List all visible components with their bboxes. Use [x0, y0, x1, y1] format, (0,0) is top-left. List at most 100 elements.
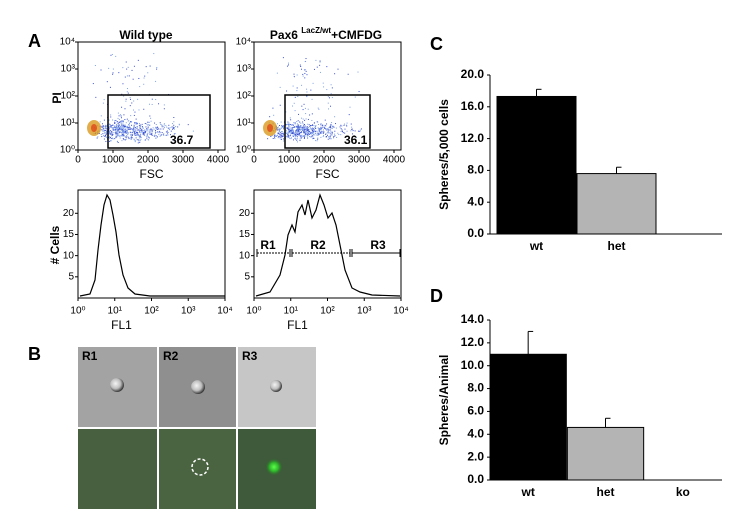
- event-dot: [166, 134, 168, 136]
- event-dot: [138, 135, 140, 137]
- event-dot: [171, 126, 173, 128]
- event-dot: [293, 126, 295, 128]
- event-dot: [311, 124, 313, 126]
- event-dot: [293, 130, 295, 132]
- event-dot: [301, 105, 303, 107]
- event-dot: [135, 118, 137, 120]
- y-tick-label: 10⁴: [236, 37, 251, 48]
- event-dot: [301, 128, 303, 130]
- event-dot: [334, 135, 336, 137]
- event-dot: [138, 140, 140, 142]
- event-dot: [321, 130, 323, 132]
- event-dot: [303, 134, 305, 136]
- event-dot: [155, 137, 157, 139]
- event-dot: [155, 131, 157, 133]
- event-dot: [340, 130, 342, 132]
- event-dot: [131, 69, 133, 71]
- event-dot: [128, 120, 130, 122]
- event-dot: [121, 124, 123, 126]
- event-dot: [295, 133, 297, 135]
- event-dot: [274, 134, 276, 136]
- y-axis-label: Spheres/5,000 cells: [437, 99, 451, 210]
- event-dot: [155, 124, 157, 126]
- y-tick-label: 10: [63, 250, 75, 261]
- y-tick-label: 0.0: [467, 472, 484, 486]
- event-dot: [123, 121, 125, 123]
- event-dot: [288, 128, 290, 130]
- event-dot: [303, 130, 305, 132]
- event-dot: [144, 132, 146, 134]
- event-dot: [121, 127, 123, 129]
- event-dot: [309, 133, 311, 135]
- event-dot: [145, 135, 147, 137]
- event-dot: [128, 125, 130, 127]
- event-dot: [158, 128, 160, 130]
- event-dot: [288, 135, 290, 137]
- event-dot: [117, 126, 119, 128]
- event-dot: [116, 134, 118, 136]
- event-dot: [117, 123, 119, 125]
- event-dot: [300, 137, 302, 139]
- event-dot: [296, 74, 298, 76]
- gate-value: 36.7: [170, 133, 194, 147]
- event-dot: [313, 122, 315, 124]
- event-dot: [126, 88, 128, 90]
- event-dot: [124, 119, 126, 121]
- event-dot: [100, 125, 102, 127]
- event-dot: [115, 126, 117, 128]
- event-dot: [105, 129, 107, 131]
- event-dot: [158, 134, 160, 136]
- event-dot: [282, 126, 284, 128]
- event-dot: [143, 108, 145, 110]
- event-dot: [323, 129, 325, 131]
- x-tick-label: het: [608, 239, 626, 253]
- event-dot: [297, 130, 299, 132]
- event-dot: [122, 123, 124, 125]
- x-axis-label: FL1: [287, 318, 308, 332]
- event-dot: [126, 135, 128, 137]
- event-dot: [289, 123, 291, 125]
- event-dot: [105, 131, 107, 133]
- event-dot: [299, 128, 301, 130]
- event-dot: [127, 127, 129, 129]
- plot-frame: [77, 189, 226, 299]
- event-dot: [325, 133, 327, 135]
- y-tick-label: 15: [239, 229, 251, 240]
- event-dot: [293, 124, 295, 126]
- event-dot: [277, 133, 279, 135]
- event-dot: [331, 131, 333, 133]
- event-dot: [94, 65, 96, 67]
- event-dot: [298, 113, 300, 115]
- event-dot: [311, 131, 313, 133]
- event-dot: [301, 136, 303, 138]
- event-dot: [322, 132, 324, 134]
- event-dot: [118, 118, 120, 120]
- event-dot: [141, 129, 143, 131]
- event-dot: [319, 133, 321, 135]
- event-dot: [113, 127, 115, 129]
- event-dot: [295, 136, 297, 138]
- event-dot: [317, 134, 319, 136]
- event-dot: [139, 86, 141, 88]
- event-dot: [108, 132, 110, 134]
- event-dot: [285, 132, 287, 134]
- event-dot: [130, 121, 132, 123]
- event-dot: [117, 133, 119, 135]
- event-dot: [285, 130, 287, 132]
- x-tick-label: 10²: [320, 306, 335, 317]
- event-dot: [150, 129, 152, 131]
- event-dot: [292, 124, 294, 126]
- event-dot: [192, 130, 194, 132]
- event-dot: [110, 140, 112, 142]
- event-dot: [315, 126, 317, 128]
- x-axis-label: FSC: [140, 167, 164, 181]
- event-dot: [293, 75, 295, 77]
- event-dot: [143, 134, 145, 136]
- event-dot: [110, 114, 112, 116]
- event-dot: [108, 126, 110, 128]
- event-dot: [112, 68, 114, 70]
- event-dot: [172, 126, 174, 128]
- event-dot: [286, 133, 288, 135]
- event-dot: [147, 124, 149, 126]
- event-dot: [288, 124, 290, 126]
